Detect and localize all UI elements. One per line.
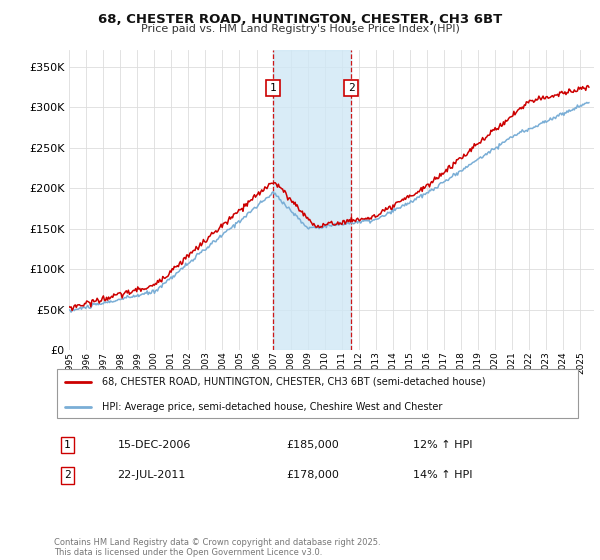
Text: Price paid vs. HM Land Registry's House Price Index (HPI): Price paid vs. HM Land Registry's House … xyxy=(140,24,460,34)
Text: £178,000: £178,000 xyxy=(286,470,339,480)
Text: 22-JUL-2011: 22-JUL-2011 xyxy=(118,470,186,480)
Text: £185,000: £185,000 xyxy=(286,440,339,450)
Text: HPI: Average price, semi-detached house, Cheshire West and Chester: HPI: Average price, semi-detached house,… xyxy=(101,403,442,412)
Bar xyxy=(273,50,351,350)
Text: 1: 1 xyxy=(64,440,71,450)
Text: 2: 2 xyxy=(64,470,71,480)
FancyBboxPatch shape xyxy=(56,369,578,418)
Text: 2: 2 xyxy=(348,83,355,93)
Text: 12% ↑ HPI: 12% ↑ HPI xyxy=(413,440,473,450)
Text: 68, CHESTER ROAD, HUNTINGTON, CHESTER, CH3 6BT: 68, CHESTER ROAD, HUNTINGTON, CHESTER, C… xyxy=(98,13,502,26)
Text: 1: 1 xyxy=(269,83,276,93)
Text: Contains HM Land Registry data © Crown copyright and database right 2025.
This d: Contains HM Land Registry data © Crown c… xyxy=(54,538,380,557)
Text: 14% ↑ HPI: 14% ↑ HPI xyxy=(413,470,473,480)
Text: 15-DEC-2006: 15-DEC-2006 xyxy=(118,440,191,450)
Text: 68, CHESTER ROAD, HUNTINGTON, CHESTER, CH3 6BT (semi-detached house): 68, CHESTER ROAD, HUNTINGTON, CHESTER, C… xyxy=(101,377,485,386)
